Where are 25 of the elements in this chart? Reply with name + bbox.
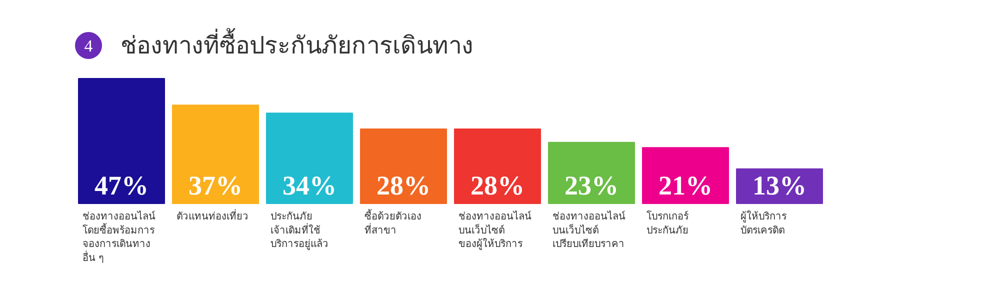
data-label: 28% — [376, 170, 430, 200]
bar — [78, 78, 165, 204]
bar — [360, 128, 447, 204]
data-label: 28% — [470, 170, 524, 200]
chart-title: ช่องทางที่ซื้อประกันภัยการเดินทาง — [120, 28, 474, 60]
x-tick-label: ซื้อด้วยตัวเอง ที่สาขา — [364, 208, 422, 236]
x-tick-label: ช่องทางออนไลน์ โดยซื้อพร้อมการ จองการเดินทาง อื่น ๆ — [82, 210, 156, 264]
data-label: 23% — [564, 170, 618, 200]
text: 4 — [84, 36, 94, 56]
data-label: 13% — [752, 170, 806, 200]
data-label: 37% — [188, 170, 242, 200]
x-tick-label: ช่องทางออนไลน์ บนเว็บไซต์ ของผู้ให้บริการ — [458, 210, 532, 250]
data-label: 34% — [282, 170, 336, 200]
x-tick-label: ประกันภัย เจ้าเดิมที่ใช้ บริการอยู่แล้ว — [270, 212, 328, 250]
data-label: 21% — [658, 170, 712, 200]
x-tick-label: ตัวแทนท่องเที่ยว — [176, 208, 248, 222]
bar — [548, 142, 635, 204]
bar — [642, 147, 729, 204]
x-tick-label: โบรกเกอร์ ประกันภัย — [646, 210, 690, 236]
bar — [454, 128, 541, 204]
x-tick-label: ผู้ให้บริการ บัตรเครดิต — [740, 210, 788, 236]
x-tick-label: ช่องทางออนไลน์ บนเว็บไซต์ เปรียบเทียบราคา — [552, 210, 626, 250]
data-label: 47% — [94, 170, 148, 200]
bar — [266, 112, 353, 204]
bar — [172, 104, 259, 204]
